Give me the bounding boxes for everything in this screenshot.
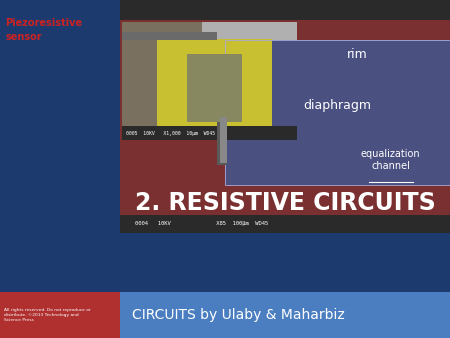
Text: All rights reserved. Do not reproduce or
distribute. ©2013 Technology and
Scienc: All rights reserved. Do not reproduce or… — [4, 308, 90, 321]
Bar — [202, 22, 297, 110]
Bar — [225, 40, 450, 185]
Bar — [120, 0, 450, 20]
Text: CIRCUITS by Ulaby & Maharbiz: CIRCUITS by Ulaby & Maharbiz — [132, 308, 345, 322]
Bar — [122, 126, 297, 140]
Text: 0005  10KV   X1,000  10μm  WD45: 0005 10KV X1,000 10μm WD45 — [126, 130, 215, 136]
Bar — [122, 22, 297, 140]
Text: rim: rim — [347, 48, 368, 61]
Text: equalization
channel: equalization channel — [361, 149, 420, 171]
Bar — [120, 215, 450, 233]
Bar — [187, 54, 242, 122]
Bar — [220, 117, 227, 163]
Bar — [120, 20, 450, 215]
Text: 2. RESISTIVE CIRCUITS: 2. RESISTIVE CIRCUITS — [135, 192, 436, 216]
Bar — [122, 32, 217, 40]
Bar — [217, 115, 227, 165]
Text: diaphragm: diaphragm — [303, 99, 372, 112]
Bar — [0, 0, 120, 338]
Bar — [120, 233, 450, 292]
Text: Piezoresistive
sensor: Piezoresistive sensor — [5, 18, 82, 42]
Bar — [225, 40, 450, 185]
Text: 0004   10KV              X85  100μm  WD45: 0004 10KV X85 100μm WD45 — [135, 221, 268, 226]
Bar — [120, 292, 450, 338]
Bar — [157, 39, 272, 135]
Bar — [0, 292, 120, 338]
Bar — [120, 0, 450, 233]
